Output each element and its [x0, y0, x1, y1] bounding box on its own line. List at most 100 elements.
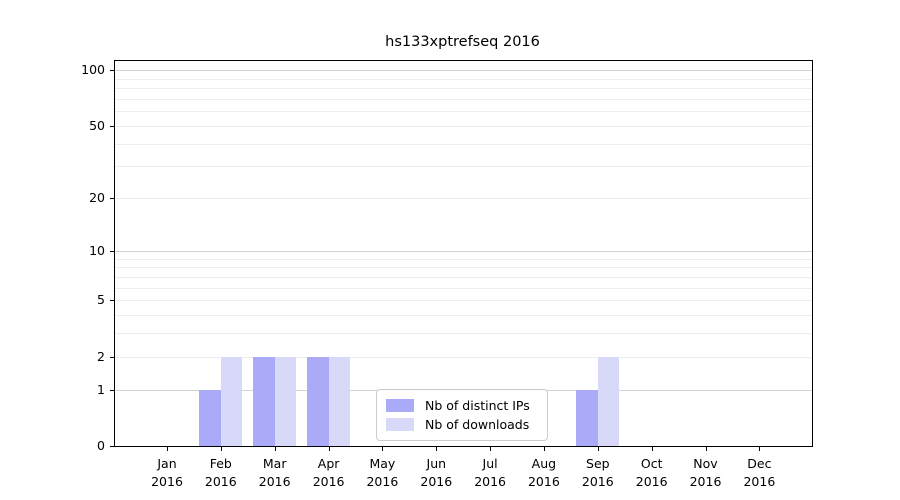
- x-tick-year: 2016: [527, 474, 560, 490]
- x-tick-label: Apr 2016: [289, 455, 369, 491]
- bar-nb-of-downloads: [274, 356, 297, 446]
- y-tick-mark: [110, 389, 114, 391]
- y-tick-label: 10: [89, 242, 105, 258]
- gridline-minor: [115, 258, 812, 260]
- gridline-minor: [115, 300, 812, 302]
- x-tick-year: 2016: [474, 474, 506, 490]
- x-tick-month: Jan: [157, 456, 177, 471]
- x-tick-month: Sep: [586, 456, 610, 471]
- x-tick-month: Jun: [426, 456, 447, 471]
- bar-nb-of-distinct-ips: [199, 389, 221, 446]
- gridline-minor: [115, 166, 812, 168]
- legend-swatch-icon: [386, 399, 414, 412]
- x-tick-year: 2016: [743, 474, 776, 490]
- gridline-minor: [115, 198, 812, 200]
- x-tick-mark: [490, 447, 492, 451]
- gridline-major: [115, 70, 812, 72]
- x-tick-month: Mar: [262, 456, 287, 471]
- x-tick-year: 2016: [689, 474, 722, 490]
- x-tick-year: 2016: [581, 474, 614, 490]
- bar-nb-of-distinct-ips: [307, 356, 329, 446]
- x-tick-mark: [651, 447, 653, 451]
- x-tick-label: Jun 2016: [396, 455, 476, 491]
- legend-swatch-icon: [386, 418, 414, 431]
- x-tick-month: Apr: [317, 456, 340, 471]
- y-tick-mark: [110, 250, 114, 252]
- x-tick-month: Feb: [209, 456, 232, 471]
- x-tick-year: 2016: [312, 474, 345, 490]
- legend: Nb of distinct IPs Nb of downloads: [376, 389, 548, 441]
- x-tick-mark: [436, 447, 438, 451]
- gridline-minor: [115, 78, 812, 80]
- legend-label: Nb of distinct IPs: [425, 398, 530, 413]
- legend-item: Nb of distinct IPs: [386, 396, 538, 415]
- x-tick-month: Jul: [482, 456, 498, 471]
- gridline-minor: [115, 125, 812, 127]
- gridline-minor: [115, 111, 812, 113]
- chart-title: hs133xptrefseq 2016: [385, 34, 540, 50]
- x-tick-mark: [543, 447, 545, 451]
- gridline-minor: [115, 88, 812, 90]
- plot-area: 0 1 2 5 10 20 50 100 Jan 2016 Feb 2016 Mar 2016 Apr 20…: [81, 60, 813, 489]
- gridline-minor: [115, 333, 812, 335]
- x-tick-label: Oct 2016: [612, 455, 692, 491]
- gridline-minor: [115, 276, 812, 278]
- gridline-major: [115, 250, 812, 252]
- y-tick-label: 0: [97, 438, 105, 453]
- y-tick-mark: [110, 198, 114, 200]
- y-tick-label: 1: [97, 381, 105, 397]
- gridline-minor: [115, 143, 812, 145]
- y-tick-label: 5: [97, 292, 105, 308]
- x-tick-month: May: [369, 456, 396, 471]
- x-tick-month: Aug: [531, 456, 557, 471]
- gridline-minor: [115, 356, 812, 358]
- x-tick-year: 2016: [151, 474, 183, 490]
- legend-label: Nb of downloads: [425, 417, 530, 432]
- x-tick-mark: [328, 447, 330, 451]
- x-tick-label: Dec 2016: [719, 455, 799, 491]
- x-tick-mark: [382, 447, 384, 451]
- x-tick-label: Jul 2016: [450, 455, 530, 491]
- gridline-minor: [115, 267, 812, 269]
- x-tick-label: May 2016: [342, 455, 422, 491]
- x-tick-label: Aug 2016: [504, 455, 584, 491]
- x-tick-mark: [597, 447, 599, 451]
- x-tick-mark: [167, 447, 168, 451]
- y-tick-label: 2: [97, 348, 105, 364]
- legend-item: Nb of downloads: [386, 415, 538, 434]
- x-tick-year: 2016: [366, 474, 399, 490]
- x-tick-year: 2016: [204, 474, 237, 490]
- x-tick-month: Dec: [747, 456, 772, 471]
- bar-nb-of-downloads: [597, 356, 620, 446]
- x-tick-label: Mar 2016: [235, 455, 315, 491]
- x-tick-label: Nov 2016: [666, 455, 746, 491]
- gridline-minor: [115, 287, 812, 289]
- x-tick-mark: [274, 447, 276, 451]
- bar-nb-of-downloads: [328, 356, 351, 446]
- x-tick-mark: [220, 447, 222, 451]
- x-tick-year: 2016: [635, 474, 668, 490]
- x-tick-mark: [705, 447, 707, 451]
- x-tick-year: 2016: [258, 474, 291, 490]
- x-tick-label: Sep 2016: [558, 455, 638, 491]
- y-tick-label: 20: [89, 190, 105, 206]
- bar-nb-of-distinct-ips: [576, 389, 598, 446]
- x-tick-mark: [759, 447, 761, 451]
- bar-nb-of-downloads: [220, 356, 243, 446]
- y-tick-mark: [110, 300, 114, 302]
- y-tick-mark: [110, 125, 114, 127]
- y-tick-mark: [110, 356, 114, 358]
- y-tick-mark: [110, 446, 114, 447]
- x-tick-month: Nov: [693, 456, 718, 471]
- x-tick-label: Feb 2016: [181, 455, 261, 491]
- y-tick-label: 100: [81, 62, 105, 78]
- x-tick-label: Jan 2016: [127, 455, 207, 491]
- bar-nb-of-distinct-ips: [253, 356, 275, 446]
- gridline-minor: [115, 98, 812, 100]
- y-tick-label: 50: [89, 117, 105, 133]
- x-tick-month: Oct: [640, 456, 663, 471]
- y-tick-mark: [110, 70, 114, 72]
- gridline-minor: [115, 314, 812, 316]
- x-tick-year: 2016: [420, 474, 453, 490]
